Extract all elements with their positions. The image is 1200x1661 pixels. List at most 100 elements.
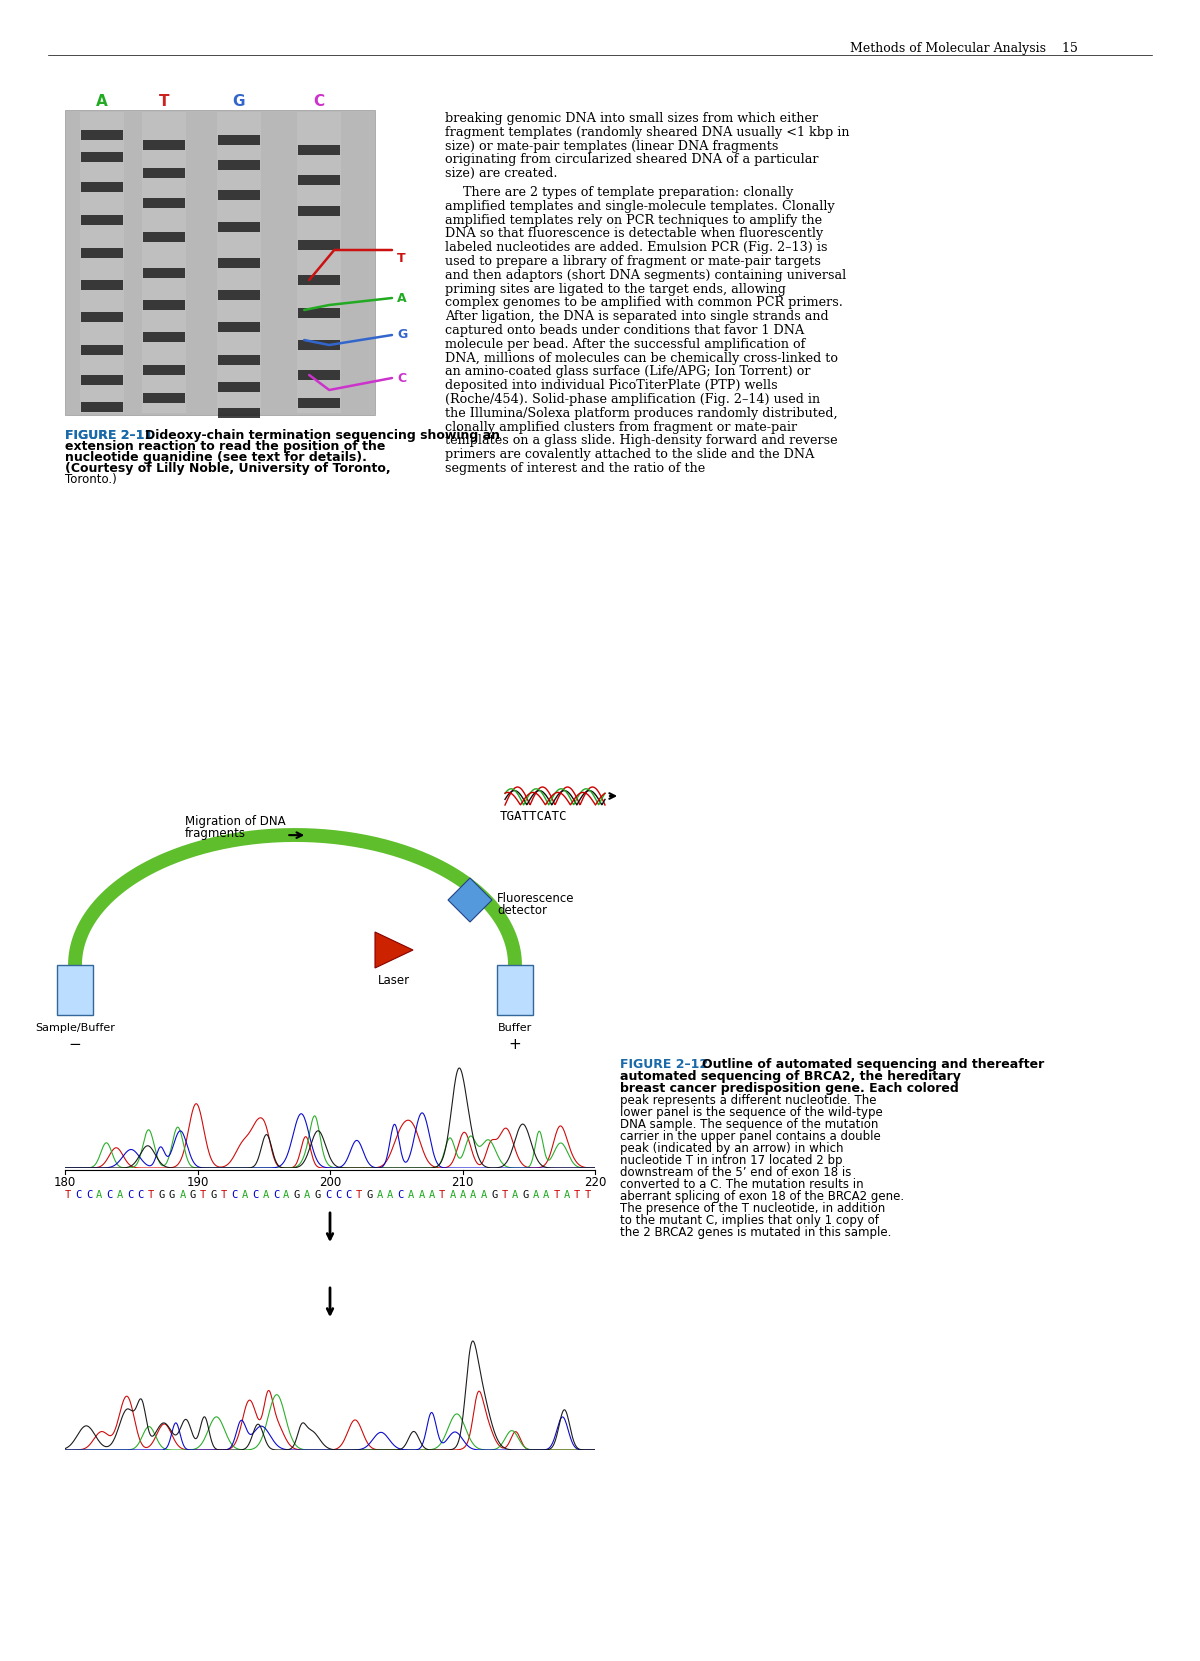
Text: A: A xyxy=(512,1189,518,1199)
Text: Methods of Molecular Analysis    15: Methods of Molecular Analysis 15 xyxy=(850,42,1078,55)
Text: fragment templates (randomly sheared DNA usually <1 kbp in: fragment templates (randomly sheared DNA… xyxy=(445,126,850,140)
Text: A: A xyxy=(283,1189,289,1199)
Text: converted to a C. The mutation results in: converted to a C. The mutation results i… xyxy=(620,1178,864,1191)
Bar xyxy=(82,183,124,193)
Text: templates on a glass slide. High-density forward and reverse: templates on a glass slide. High-density… xyxy=(445,435,838,447)
Text: primers are covalently attached to the slide and the DNA: primers are covalently attached to the s… xyxy=(445,448,815,462)
Text: The presence of the T nucleotide, in addition: The presence of the T nucleotide, in add… xyxy=(620,1203,886,1214)
Text: Buffer: Buffer xyxy=(498,1023,532,1033)
Text: A: A xyxy=(241,1189,248,1199)
Text: After ligation, the DNA is separated into single strands and: After ligation, the DNA is separated int… xyxy=(445,311,829,324)
Bar xyxy=(217,135,259,145)
Text: G: G xyxy=(522,1189,528,1199)
Text: T: T xyxy=(584,1189,590,1199)
Bar xyxy=(497,965,533,1015)
Text: A: A xyxy=(428,1189,434,1199)
Text: FIGURE 2–11: FIGURE 2–11 xyxy=(65,429,154,442)
Bar xyxy=(298,111,341,414)
Text: C: C xyxy=(325,1189,331,1199)
Text: 190: 190 xyxy=(186,1176,209,1189)
Text: (Roche/454). Solid-phase amplification (Fig. 2–14) used in: (Roche/454). Solid-phase amplification (… xyxy=(445,394,820,405)
Text: peak represents a different nucleotide. The: peak represents a different nucleotide. … xyxy=(620,1095,876,1106)
Bar xyxy=(65,110,374,415)
Text: T: T xyxy=(553,1189,559,1199)
Text: C: C xyxy=(232,1189,238,1199)
Polygon shape xyxy=(448,879,492,922)
Text: A: A xyxy=(96,1189,102,1199)
Text: peak (indicated by an arrow) in which: peak (indicated by an arrow) in which xyxy=(620,1143,844,1154)
Text: amplified templates rely on PCR techniques to amplify the: amplified templates rely on PCR techniqu… xyxy=(445,214,822,226)
Text: the Illumina/Solexa platform produces randomly distributed,: the Illumina/Solexa platform produces ra… xyxy=(445,407,838,420)
Text: A: A xyxy=(96,95,108,110)
Text: aberrant splicing of exon 18 of the BRCA2 gene.: aberrant splicing of exon 18 of the BRCA… xyxy=(620,1189,904,1203)
Bar xyxy=(82,247,124,257)
Text: T: T xyxy=(502,1189,508,1199)
Text: C: C xyxy=(85,1189,92,1199)
Text: amplified templates and single-molecule templates. Clonally: amplified templates and single-molecule … xyxy=(445,199,835,213)
Bar xyxy=(143,394,185,404)
Text: 200: 200 xyxy=(319,1176,341,1189)
Text: A: A xyxy=(533,1189,539,1199)
Text: A: A xyxy=(408,1189,414,1199)
Text: C: C xyxy=(397,372,406,384)
Text: detector: detector xyxy=(497,904,547,917)
Text: segments of interest and the ratio of the: segments of interest and the ratio of th… xyxy=(445,462,706,475)
Bar xyxy=(143,301,185,311)
Text: T: T xyxy=(158,95,169,110)
Bar xyxy=(217,355,259,365)
Text: deposited into individual PicoTiterPlate (PTP) wells: deposited into individual PicoTiterPlate… xyxy=(445,379,778,392)
Bar xyxy=(217,111,260,414)
Text: used to prepare a library of fragment or mate-pair targets: used to prepare a library of fragment or… xyxy=(445,256,821,267)
Bar xyxy=(143,332,185,342)
Text: T: T xyxy=(575,1189,581,1199)
Text: nucleotide T in intron 17 located 2 bp: nucleotide T in intron 17 located 2 bp xyxy=(620,1154,842,1168)
Bar xyxy=(82,130,124,140)
Text: Sample/Buffer: Sample/Buffer xyxy=(35,1023,115,1033)
Bar xyxy=(143,140,185,149)
Bar xyxy=(80,111,125,414)
Bar xyxy=(217,159,259,169)
Text: T: T xyxy=(356,1189,362,1199)
Text: size) are created.: size) are created. xyxy=(445,168,558,179)
Text: complex genomes to be amplified with common PCR primers.: complex genomes to be amplified with com… xyxy=(445,296,842,309)
Bar xyxy=(298,239,341,251)
Text: priming sites are ligated to the target ends, allowing: priming sites are ligated to the target … xyxy=(445,282,786,296)
Bar xyxy=(217,409,259,419)
Text: automated sequencing of BRCA2, the hereditary: automated sequencing of BRCA2, the hered… xyxy=(620,1070,961,1083)
Bar xyxy=(217,322,259,332)
Text: A: A xyxy=(450,1189,456,1199)
Text: and then adaptors (short DNA segments) containing universal: and then adaptors (short DNA segments) c… xyxy=(445,269,846,282)
Text: C: C xyxy=(107,1189,113,1199)
Text: 180: 180 xyxy=(54,1176,76,1189)
Text: to the mutant C, implies that only 1 copy of: to the mutant C, implies that only 1 cop… xyxy=(620,1214,878,1227)
Text: breaking genomic DNA into small sizes from which either: breaking genomic DNA into small sizes fr… xyxy=(445,111,818,125)
Text: T: T xyxy=(439,1189,445,1199)
Text: 210: 210 xyxy=(451,1176,474,1189)
Bar xyxy=(217,257,259,267)
Text: lower panel is the sequence of the wild-type: lower panel is the sequence of the wild-… xyxy=(620,1106,883,1120)
Text: downstream of the 5’ end of exon 18 is: downstream of the 5’ end of exon 18 is xyxy=(620,1166,851,1179)
Bar xyxy=(217,223,259,233)
Text: DNA, millions of molecules can be chemically cross-linked to: DNA, millions of molecules can be chemic… xyxy=(445,352,838,365)
Text: carrier in the upper panel contains a double: carrier in the upper panel contains a do… xyxy=(620,1129,881,1143)
Text: G: G xyxy=(314,1189,320,1199)
Text: A: A xyxy=(116,1189,124,1199)
Text: C: C xyxy=(272,1189,280,1199)
Text: molecule per bead. After the successful amplification of: molecule per bead. After the successful … xyxy=(445,337,805,350)
Bar xyxy=(143,267,185,277)
Text: A: A xyxy=(544,1189,550,1199)
Text: T: T xyxy=(65,1189,71,1199)
Bar xyxy=(143,198,185,208)
Text: T: T xyxy=(148,1189,155,1199)
Text: Migration of DNA: Migration of DNA xyxy=(185,816,286,827)
Bar xyxy=(143,365,185,375)
Bar xyxy=(143,233,185,243)
Text: Laser: Laser xyxy=(378,973,410,987)
Polygon shape xyxy=(374,932,413,968)
Text: T: T xyxy=(397,251,406,264)
Text: Toronto.): Toronto.) xyxy=(65,473,116,487)
Text: A: A xyxy=(304,1189,311,1199)
Text: extension reaction to read the position of the: extension reaction to read the position … xyxy=(65,440,385,453)
Text: T: T xyxy=(200,1189,206,1199)
Text: G: G xyxy=(294,1189,300,1199)
